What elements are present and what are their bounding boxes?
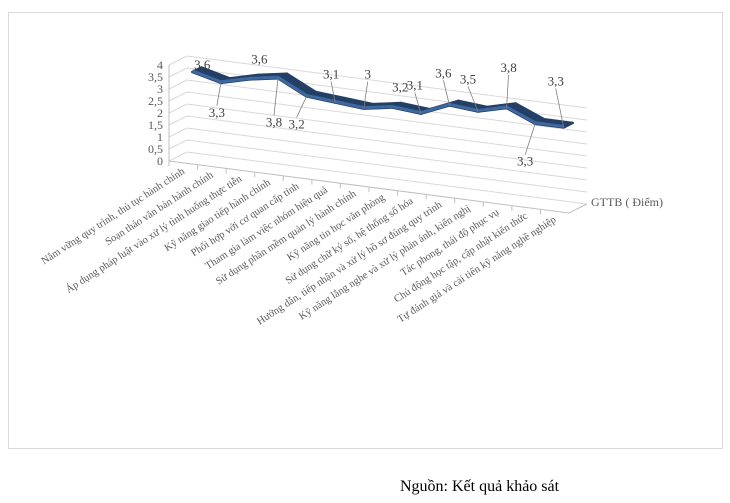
y-tick-label: 0,5 <box>148 142 163 156</box>
data-label-leader <box>506 74 509 109</box>
data-label: 3,8 <box>266 114 282 129</box>
data-label-leader <box>524 123 536 155</box>
data-label-leader <box>414 92 422 114</box>
data-label-leader <box>467 86 479 112</box>
y-tick-label: 1,5 <box>148 118 163 132</box>
data-label: 3,6 <box>251 51 268 66</box>
data-label: 3,3 <box>209 105 225 120</box>
gridline <box>168 139 588 193</box>
data-label-leader <box>555 88 565 128</box>
data-label-leader <box>330 81 336 103</box>
data-label: 3,3 <box>548 73 564 88</box>
line-chart-3d: 00,511,522,533,54 Nắm vững quy trình, th… <box>40 51 663 327</box>
y-tick-label: 2 <box>157 106 163 120</box>
gridline <box>168 151 588 205</box>
chart-frame: 0 0,5 1 1,5 2 2,5 3 3,5 4 Nắm vững quy trình, th… <box>8 12 723 449</box>
data-label-leader <box>443 80 450 106</box>
data-label: 3 <box>364 67 371 82</box>
y-axis-ticks: 00,511,522,533,54 <box>148 58 163 168</box>
series-axis-label: GTTB ( Điểm) <box>591 195 663 209</box>
y-tick-label: 3 <box>157 82 163 96</box>
data-label: 3,1 <box>407 78 423 93</box>
data-label-leader <box>296 96 307 118</box>
category-label: Nắm vững quy trình, thủ tục hành chính <box>40 166 188 267</box>
source-note: Nguồn: Kết quả khảo sát <box>400 478 560 495</box>
gridline <box>168 127 588 181</box>
data-label: 3,5 <box>460 72 476 87</box>
y-tick-label: 4 <box>157 58 163 72</box>
y-tick-label: 1 <box>157 130 163 144</box>
data-label-leader <box>363 81 369 109</box>
axes <box>168 65 588 215</box>
y-tick-label: 2,5 <box>148 94 163 108</box>
data-label-leader <box>216 82 222 106</box>
y-tick-label: 0 <box>157 154 163 168</box>
data-label: 3,1 <box>323 67 339 82</box>
data-labels: 3,63,33,63,8 3,23,1 33,23,13,6 3,53,83,33,3 <box>194 51 565 169</box>
gridline <box>168 79 588 133</box>
gridline <box>168 115 588 169</box>
y-tick-label: 3,5 <box>148 70 163 84</box>
series-line <box>191 69 564 128</box>
series-layer <box>191 66 574 129</box>
data-label-leader <box>273 78 279 116</box>
data-label: 3,6 <box>194 57 211 72</box>
gridline <box>168 55 588 109</box>
gridline <box>168 103 588 157</box>
data-label: 3,2 <box>392 80 408 95</box>
gridline <box>168 91 588 145</box>
floor-edge <box>168 160 588 214</box>
data-label: 3,3 <box>517 154 533 169</box>
gridlines <box>168 55 588 205</box>
data-label: 3,8 <box>500 60 516 75</box>
data-label: 3,2 <box>288 116 304 131</box>
data-label: 3,6 <box>435 65 452 80</box>
